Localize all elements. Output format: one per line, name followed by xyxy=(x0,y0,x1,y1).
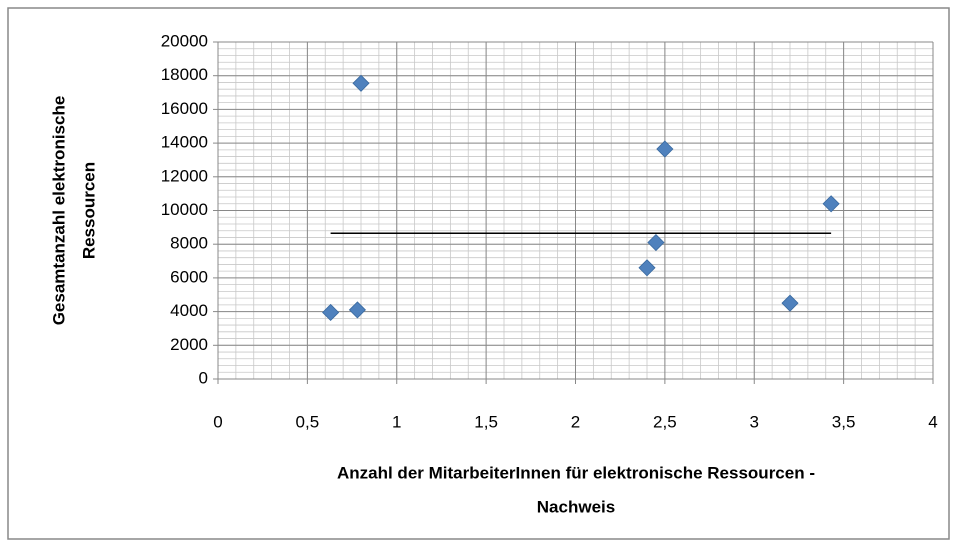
x-axis-label: Nachweis xyxy=(537,497,615,516)
scatter-point xyxy=(647,233,665,252)
scatter-point xyxy=(822,195,840,213)
y-tick-label: 6000 xyxy=(170,267,208,286)
scatter-point xyxy=(656,140,674,158)
x-tick-label: 2,5 xyxy=(653,412,677,431)
y-tick-label: 18000 xyxy=(161,65,208,84)
x-axis-label: Anzahl der MitarbeiterInnen für elektron… xyxy=(337,463,815,482)
x-tick-label: 4 xyxy=(928,412,937,431)
scatter-point xyxy=(322,303,340,322)
y-tick-label: 0 xyxy=(199,368,208,387)
y-tick-label: 20000 xyxy=(161,31,208,50)
scatter-point xyxy=(781,294,799,312)
y-tick-label: 8000 xyxy=(170,234,208,253)
scatter-point xyxy=(352,74,370,92)
y-tick-label: 12000 xyxy=(161,166,208,185)
x-tick-label: 0,5 xyxy=(296,412,320,431)
y-tick-label: 14000 xyxy=(161,133,208,152)
y-tick-label: 10000 xyxy=(161,200,208,219)
x-tick-label: 0 xyxy=(213,412,222,431)
y-tick-label: 4000 xyxy=(170,301,208,320)
x-tick-label: 1,5 xyxy=(474,412,498,431)
y-axis-label: Ressourcen xyxy=(79,162,98,259)
x-tick-label: 3,5 xyxy=(832,412,856,431)
x-tick-label: 2 xyxy=(571,412,580,431)
x-tick-label: 3 xyxy=(750,412,759,431)
y-tick-label: 2000 xyxy=(170,335,208,354)
scatter-point xyxy=(638,259,656,277)
chart-border xyxy=(7,7,950,540)
x-tick-label: 1 xyxy=(392,412,401,431)
y-tick-label: 16000 xyxy=(161,99,208,118)
scatter-point xyxy=(348,301,366,319)
y-axis-label: Gesamtanzahl elektronische xyxy=(49,96,68,326)
